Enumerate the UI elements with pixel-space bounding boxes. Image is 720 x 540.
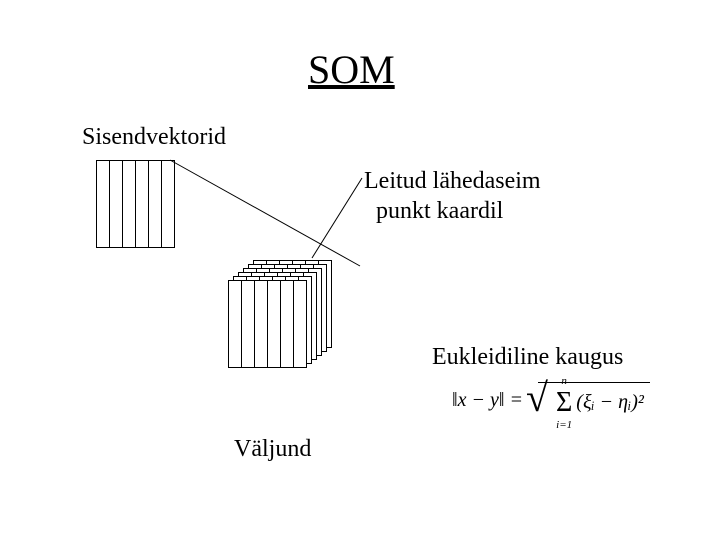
- grid-bar: [254, 280, 268, 368]
- radical-sign: √: [526, 388, 548, 408]
- input-bar: [161, 160, 175, 248]
- grid-row: [228, 280, 307, 368]
- input-bar: [135, 160, 149, 248]
- grid-bar: [228, 280, 242, 368]
- grid-bar: [241, 280, 255, 368]
- formula-lhs: ‖x − y‖ =: [452, 389, 528, 411]
- input-bar: [122, 160, 136, 248]
- label-euclidean-distance: Eukleidiline kaugus: [432, 342, 623, 372]
- euclidean-distance-formula: ‖x − y‖ = √ nΣi=1(ξᵢ − ηᵢ)²: [452, 382, 650, 421]
- input-vectors-bars: [96, 160, 175, 248]
- page-title: SOM: [308, 46, 395, 93]
- sum-upper: n: [556, 375, 572, 387]
- input-bar: [148, 160, 162, 248]
- grid-bar: [267, 280, 281, 368]
- grid-bar: [280, 280, 294, 368]
- formula-inside: (ξᵢ − ηᵢ)²: [576, 391, 644, 413]
- connector-line: [170, 160, 360, 266]
- grid-bar: [293, 280, 307, 368]
- connector-line: [312, 178, 362, 258]
- label-closest-point: Leitud lähedaseim punkt kaardil: [364, 166, 541, 226]
- input-bar: [109, 160, 123, 248]
- input-bar: [96, 160, 110, 248]
- label-input-vectors: Sisendvektorid: [82, 122, 226, 152]
- sigma: nΣi=1: [556, 387, 572, 419]
- sum-lower: i=1: [556, 419, 572, 431]
- label-output: Väljund: [234, 434, 311, 464]
